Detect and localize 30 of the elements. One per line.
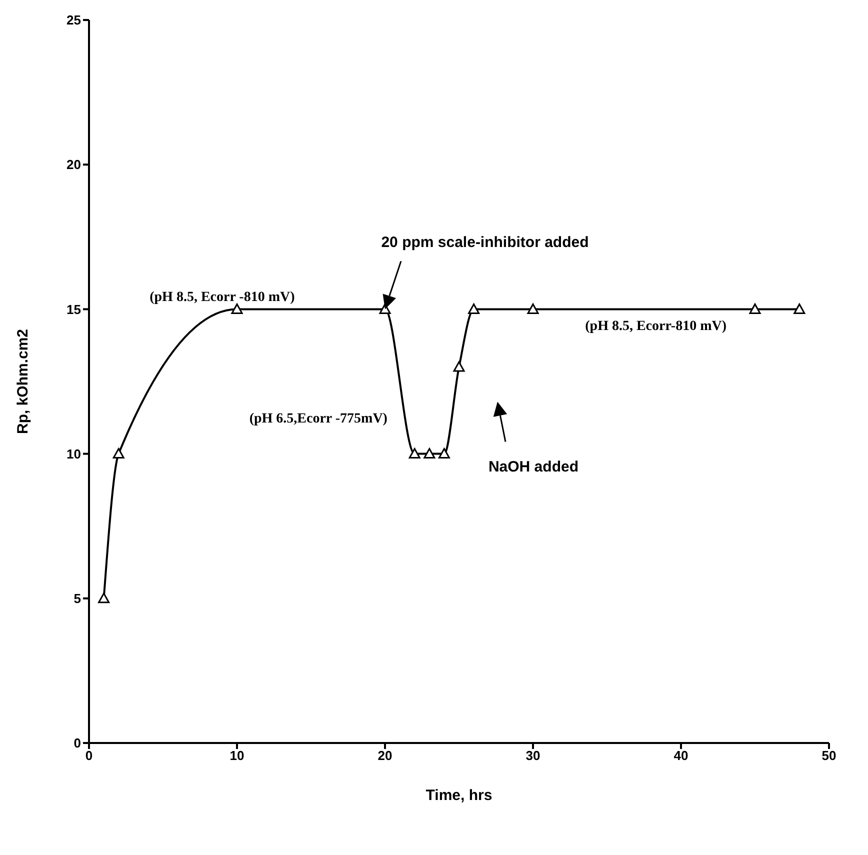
x-tick-label: 20 — [378, 748, 392, 764]
annotation: (pH 8.5, Ecorr -810 mV) — [150, 290, 296, 305]
annotation: 20 ppm scale-inhibitor added — [381, 234, 589, 252]
point — [231, 303, 243, 314]
point — [98, 592, 110, 604]
point — [468, 303, 480, 314]
point — [453, 361, 465, 372]
x-axis-title: Time, hrs — [426, 787, 492, 804]
y-tick-label: 0 — [74, 736, 81, 751]
x-tick-label: 40 — [674, 748, 688, 764]
point — [112, 448, 124, 459]
x-tick-label: 10 — [230, 748, 244, 764]
y-tick-label: 10 — [66, 446, 81, 462]
point — [424, 448, 436, 459]
point — [438, 448, 450, 459]
y-tick-label: 20 — [66, 157, 81, 172]
y-tick-label: 15 — [66, 302, 81, 317]
y-tick-label: 25 — [66, 12, 81, 28]
y-tick-label: 5 — [74, 591, 81, 606]
point — [749, 303, 761, 314]
x-tick-label: 30 — [526, 748, 540, 764]
x-tick-label: 0 — [85, 748, 93, 764]
annotation: NaOH added — [488, 458, 578, 476]
annotation: (pH 8.5, Ecorr-810 mV) — [585, 318, 727, 334]
y-axis-title: Rp, kOhm.cm2 — [14, 328, 32, 434]
point — [408, 448, 420, 459]
annotation: (pH 6.5,Ecorr -775mV) — [249, 411, 388, 426]
point — [527, 303, 539, 314]
x-tick-label: 50 — [822, 748, 836, 764]
point — [794, 303, 806, 314]
